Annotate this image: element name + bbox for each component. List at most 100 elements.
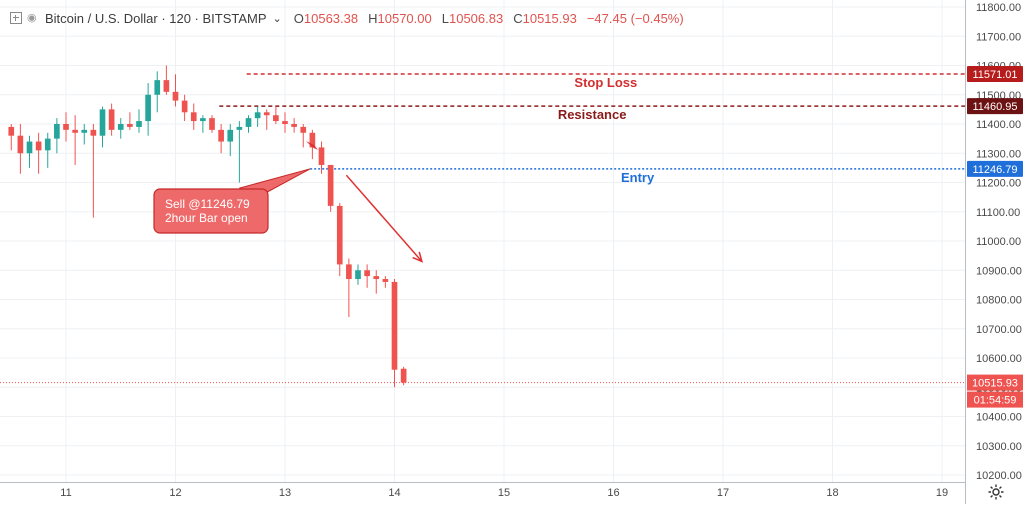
countdown-badge — [967, 391, 1023, 408]
candle-body — [300, 126, 307, 133]
candle-body — [273, 115, 279, 122]
candle-body — [245, 118, 252, 127]
time-tick-label: 14 — [388, 487, 400, 499]
candle-body — [26, 141, 33, 154]
price-tick-label: 10900.00 — [976, 265, 1022, 277]
candle-body — [282, 121, 288, 124]
settings-gear-icon[interactable] — [987, 483, 1005, 501]
chart-legend-header: ◉ Bitcoin / U.S. Dollar · 120 · BITSTAMP… — [0, 0, 965, 36]
countdown-label: 01:54:59 — [974, 395, 1017, 407]
candle-body — [127, 124, 133, 127]
time-tick-label: 17 — [717, 487, 729, 499]
open-value: O10563.38 — [294, 11, 358, 26]
time-tick-label: 13 — [279, 487, 291, 499]
candle-body — [117, 124, 124, 130]
candle-body — [236, 126, 243, 130]
open-number: 10563.38 — [303, 10, 359, 26]
time-tick-label: 11 — [60, 487, 71, 499]
candle-body — [291, 124, 297, 127]
candle-body — [200, 118, 206, 122]
candle-body — [154, 80, 161, 95]
candle-body — [263, 112, 270, 116]
eye-icon[interactable]: ◉ — [27, 12, 37, 24]
candle-body — [218, 129, 224, 142]
collapse-toggle-icon[interactable] — [10, 12, 22, 24]
candle-body — [382, 279, 389, 282]
price-tick-label: 11100.00 — [976, 207, 1020, 219]
price-tick-label: 10300.00 — [976, 441, 1022, 453]
close-value: C10515.93 — [513, 11, 577, 26]
candle-body — [136, 121, 142, 127]
candle-body — [190, 112, 197, 122]
price-tick-label: 11400.00 — [976, 119, 1021, 131]
close-label: C — [513, 10, 523, 26]
time-tick-label: 18 — [826, 487, 838, 499]
candle-body — [63, 124, 69, 130]
candle-body — [90, 129, 97, 136]
candle-body — [99, 109, 106, 136]
close-number: 10515.93 — [522, 10, 577, 26]
high-number: 10570.00 — [377, 10, 432, 26]
sell-callout-text: 2hour Bar open — [165, 211, 248, 225]
candle-body — [172, 91, 179, 101]
last-price-badge — [967, 374, 1023, 391]
candle-body — [346, 264, 352, 280]
price-line-label: Entry — [621, 170, 655, 185]
candle-body — [108, 109, 115, 130]
price-change: −47.45 (−0.45%) — [586, 10, 684, 26]
price-tick-label: 11700.00 — [976, 31, 1021, 43]
price-badge — [967, 98, 1023, 115]
candle-body — [44, 138, 51, 151]
symbol-name[interactable]: Bitcoin / U.S. Dollar · 120 · BITSTAMP — [45, 10, 267, 26]
candle-body — [355, 270, 361, 280]
time-tick-label: 15 — [498, 487, 510, 499]
candle-body — [8, 126, 15, 136]
low-value: L10506.83 — [442, 11, 503, 26]
price-line-label: Stop Loss — [574, 75, 637, 90]
price-line-label: Resistance — [558, 107, 627, 122]
price-tick-label: 10400.00 — [976, 412, 1022, 424]
price-badge-label: 11571.01 — [972, 69, 1017, 81]
time-tick-label: 16 — [607, 487, 619, 499]
candle-body — [254, 112, 261, 119]
candle-body — [17, 135, 24, 154]
price-tick-label: 11800.00 — [976, 2, 1021, 14]
candle-body — [373, 276, 380, 280]
low-number: 10506.83 — [448, 10, 504, 26]
candle-body — [72, 129, 78, 133]
chevron-down-icon[interactable]: ⌄ — [272, 12, 282, 25]
price-tick-label: 11300.00 — [976, 148, 1021, 160]
candle-body — [209, 118, 215, 130]
candle-body — [227, 129, 234, 142]
trend-marker — [306, 141, 318, 150]
candle-body — [318, 147, 325, 165]
price-badge — [967, 160, 1023, 177]
sell-callout-text: Sell @11246.79 — [165, 197, 250, 211]
low-label: L — [441, 10, 449, 26]
candle-body — [145, 94, 151, 122]
open-label: O — [293, 10, 304, 26]
time-tick-label: 12 — [169, 487, 181, 499]
candle-body — [336, 205, 343, 265]
candle-body — [181, 100, 188, 113]
price-badge-label: 11246.79 — [972, 164, 1017, 176]
candle-body — [391, 281, 398, 370]
candle-body — [327, 164, 334, 206]
price-badge — [967, 65, 1023, 82]
price-tick-label: 10200.00 — [976, 470, 1022, 482]
price-tick-label: 11000.00 — [976, 236, 1021, 248]
candle-body — [400, 368, 407, 383]
candle-body — [35, 141, 42, 151]
high-value: H10570.00 — [368, 11, 432, 26]
projection-arrow-head — [412, 251, 424, 263]
sell-callout — [153, 188, 269, 234]
projection-arrow — [345, 174, 423, 262]
candle-body — [364, 270, 370, 277]
candle-body — [309, 132, 316, 148]
last-price-label: 10515.93 — [972, 378, 1018, 390]
high-label: H — [368, 10, 378, 26]
price-tick-label: 10800.00 — [976, 295, 1022, 307]
time-tick-label: 19 — [936, 487, 948, 499]
